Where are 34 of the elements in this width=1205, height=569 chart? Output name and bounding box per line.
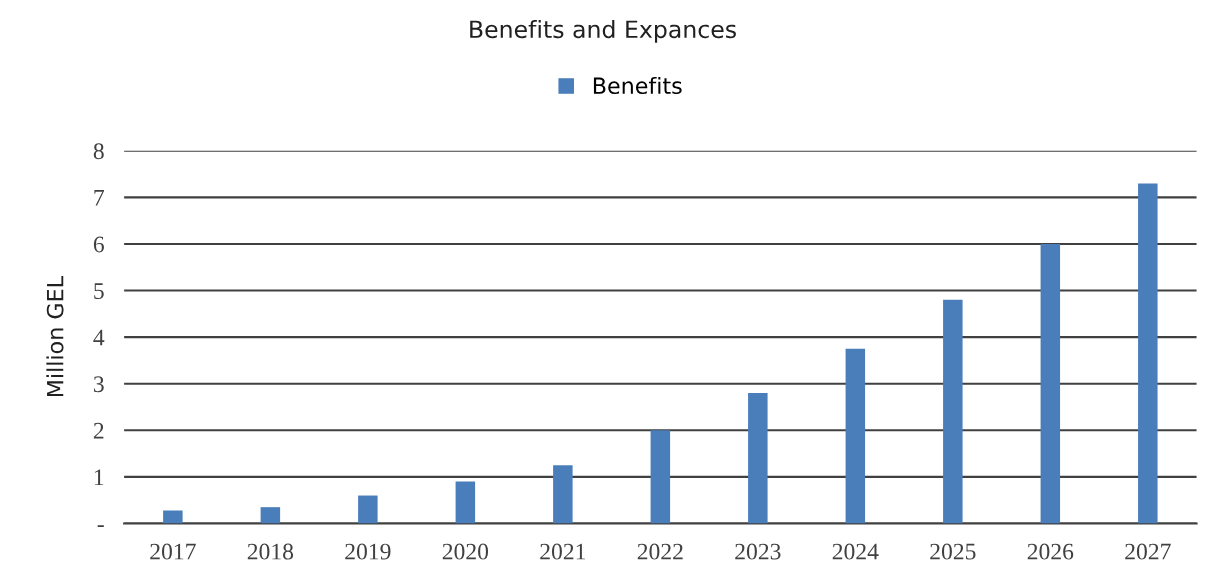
y-tick-label: 8	[93, 143, 104, 160]
bar	[1138, 183, 1158, 524]
y-tick-label: 4	[93, 329, 105, 346]
bar	[358, 495, 378, 524]
x-tick-label: 2027	[1125, 543, 1171, 560]
x-tick-label: 2023	[735, 543, 781, 560]
y-tick-label: -	[97, 525, 104, 527]
y-axis-title: Million GEL	[46, 276, 64, 397]
x-tick-label: 2020	[442, 543, 489, 560]
x-tick-label: 2018	[247, 543, 294, 560]
legend-label: Benefits	[593, 76, 682, 95]
y-tick-label: 1	[94, 469, 104, 486]
x-tick-label: 2019	[345, 543, 391, 560]
bar	[845, 348, 866, 524]
chart-title: Benefits and Expances	[470, 19, 736, 43]
x-tick-label: 2025	[930, 543, 976, 560]
bar	[553, 465, 573, 524]
y-tick-label: 6	[93, 236, 104, 253]
x-tick-label: 2017	[150, 543, 196, 560]
y-tick-label: 5	[94, 283, 104, 299]
y-tick-label: 2	[93, 422, 104, 439]
x-tick-label: 2024	[832, 543, 879, 560]
x-tick-label: 2026	[1027, 543, 1074, 560]
bar	[748, 393, 768, 524]
bar	[650, 430, 671, 524]
x-tick-label: 2021	[540, 543, 586, 560]
x-tick-label: 2022	[637, 543, 683, 560]
bar	[260, 507, 281, 524]
y-tick-label: 7	[94, 190, 104, 206]
y-tick-label: 3	[93, 376, 104, 393]
bar	[163, 510, 183, 524]
bar	[943, 299, 963, 524]
bar	[455, 481, 476, 524]
bar	[1040, 243, 1061, 524]
